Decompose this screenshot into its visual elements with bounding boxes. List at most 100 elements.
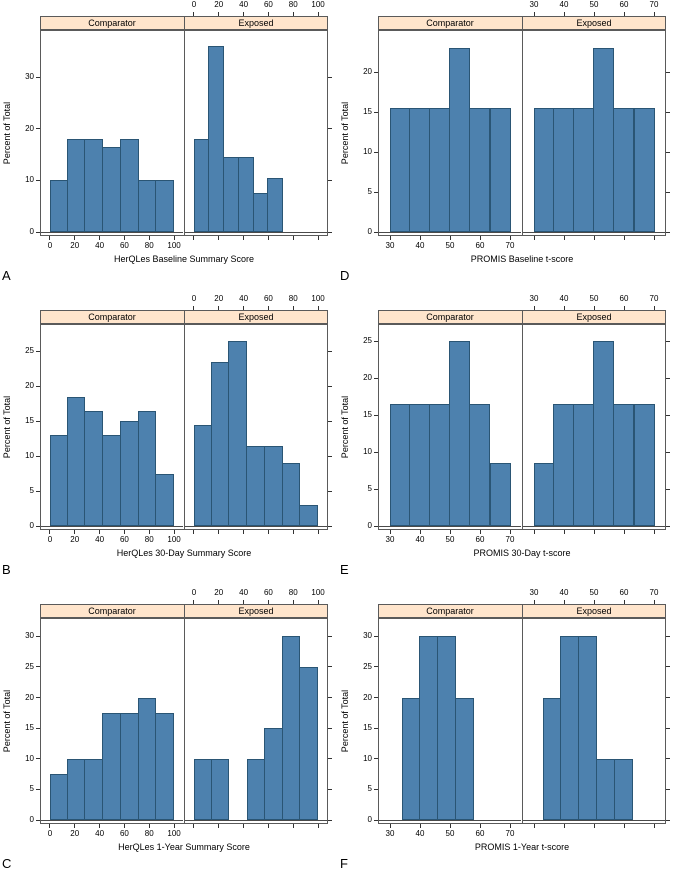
x-axis-bottom-tick-label: 80 bbox=[144, 241, 154, 250]
y-axis-right-tick bbox=[328, 76, 332, 78]
panel-b: 0 20 40 60 80 100 Comparator Exposed 0 5 10 15 20 25 0… bbox=[0, 294, 338, 588]
x-axis-top-tick-label: 60 bbox=[619, 294, 629, 303]
x-axis-top-tick-label: 50 bbox=[589, 294, 599, 303]
y-axis-tick bbox=[36, 179, 40, 181]
x-axis-bottom-tick bbox=[193, 236, 195, 240]
x-axis-bottom-tick-label: 0 bbox=[47, 535, 53, 544]
x-axis-top-tick-label: 70 bbox=[649, 294, 659, 303]
y-axis-title: Percent of Total bbox=[340, 689, 350, 753]
x-axis-bottom-tick-label: 50 bbox=[445, 535, 455, 544]
y-axis-right-tick bbox=[666, 231, 670, 233]
histogram-bar bbox=[578, 636, 597, 820]
x-axis-bottom-tick-label: 40 bbox=[415, 535, 425, 544]
x-axis-bottom-tick bbox=[99, 236, 101, 240]
y-axis-tick-label: 0 bbox=[29, 227, 34, 236]
x-axis-bottom-tick bbox=[267, 236, 269, 240]
x-axis-top-tick-label: 30 bbox=[529, 588, 539, 597]
y-axis-tick-label: 10 bbox=[363, 147, 372, 156]
strip-label-comparator: Comparator bbox=[426, 606, 474, 616]
x-axis-bottom-tick-label: 20 bbox=[70, 829, 80, 838]
y-axis-tick bbox=[374, 377, 378, 379]
x-axis-top-tick-label: 40 bbox=[239, 588, 249, 597]
strip-label-exposed: Exposed bbox=[238, 18, 274, 28]
y-axis-tick-label: 10 bbox=[25, 175, 34, 185]
y-axis-tick bbox=[374, 151, 378, 153]
y-axis-tick bbox=[36, 490, 40, 492]
panel-f: 30 40 50 60 70 Comparator Exposed 0 5 10 15 20 25 30 3… bbox=[338, 588, 676, 883]
panel-letter: C bbox=[2, 856, 12, 871]
strip-label-exposed: Exposed bbox=[576, 312, 612, 322]
histogram-bar bbox=[409, 108, 431, 232]
y-axis-tick bbox=[374, 635, 378, 637]
histogram-baseline bbox=[185, 526, 327, 527]
histogram-bar bbox=[119, 139, 139, 232]
y-axis-tick-label: 15 bbox=[363, 107, 372, 116]
x-axis-bottom-tick bbox=[317, 530, 319, 534]
x-axis-bottom-tick-label: 100 bbox=[167, 535, 181, 544]
y-axis-right-tick bbox=[666, 697, 670, 698]
y-axis-tick bbox=[374, 414, 378, 416]
x-axis-bottom-tick bbox=[193, 530, 195, 534]
histogram-baseline bbox=[379, 526, 521, 527]
y-axis-tick-label: 0 bbox=[29, 521, 34, 530]
x-axis-bottom-tick-label: 60 bbox=[119, 241, 129, 250]
y-axis-tick bbox=[36, 76, 40, 78]
histogram-baseline bbox=[523, 526, 665, 527]
x-axis-title: HerQLes 30-Day Summary Score bbox=[116, 548, 252, 558]
histogram-baseline bbox=[523, 820, 665, 821]
y-axis-tick bbox=[374, 231, 378, 233]
x-axis-bottom-tick bbox=[389, 824, 391, 828]
x-axis-top-tick-label: 40 bbox=[239, 0, 249, 9]
histogram-baseline bbox=[379, 820, 521, 821]
y-axis-tick-label: 20 bbox=[25, 692, 34, 702]
x-axis-top-tick-label: 20 bbox=[214, 294, 224, 303]
x-axis-top-tick-label: 80 bbox=[288, 0, 298, 9]
x-axis-top-tick bbox=[317, 306, 319, 310]
x-axis-bottom-tick-label: 40 bbox=[95, 241, 105, 250]
y-axis-tick bbox=[36, 727, 40, 729]
strip-label-comparator: Comparator bbox=[426, 18, 474, 28]
x-axis-bottom-tick bbox=[593, 236, 595, 240]
histogram-baseline bbox=[185, 820, 327, 821]
x-axis-top-tick bbox=[623, 306, 625, 310]
y-axis-right-tick bbox=[666, 377, 670, 379]
y-axis-right-tick bbox=[328, 490, 332, 492]
x-axis-bottom-tick-label: 60 bbox=[475, 535, 485, 544]
histogram-bar bbox=[66, 758, 86, 820]
histogram-bar bbox=[469, 108, 491, 232]
histogram-bar bbox=[119, 712, 139, 820]
x-axis-bottom-tick bbox=[74, 530, 76, 534]
y-axis-tick bbox=[374, 758, 378, 760]
x-axis-bottom-tick-label: 20 bbox=[70, 241, 80, 250]
panel-a: 0 20 40 60 80 100 Comparator Exposed 0 10 20 30 0 20 4… bbox=[0, 0, 338, 294]
x-axis-bottom-tick bbox=[449, 824, 451, 828]
histogram-bar bbox=[137, 697, 157, 820]
x-axis-title: PROMIS Baseline t-score bbox=[470, 254, 574, 264]
histogram-bar bbox=[573, 108, 595, 232]
x-axis-bottom-tick-label: 50 bbox=[445, 829, 455, 838]
panel-letter: D bbox=[340, 268, 350, 283]
x-axis-bottom-tick-label: 60 bbox=[119, 535, 129, 544]
y-axis-right-tick bbox=[666, 414, 670, 416]
histogram-bar bbox=[299, 505, 319, 526]
y-axis-tick-label: 0 bbox=[367, 815, 372, 824]
y-axis-right-tick bbox=[328, 420, 332, 422]
histogram-bar bbox=[102, 712, 121, 820]
y-axis-right-tick bbox=[328, 788, 332, 790]
x-axis-bottom-tick bbox=[653, 824, 655, 828]
x-axis-top-tick bbox=[267, 600, 269, 604]
histogram-bar bbox=[402, 697, 420, 820]
x-axis-top-tick-label: 100 bbox=[311, 588, 325, 597]
x-axis-bottom-tick bbox=[563, 236, 565, 240]
histogram-bar bbox=[553, 403, 575, 526]
x-axis-top-tick bbox=[193, 12, 195, 16]
x-axis-bottom-tick bbox=[623, 236, 625, 240]
histogram-bar bbox=[573, 403, 595, 526]
histogram-bar bbox=[84, 758, 104, 820]
x-axis-bottom-tick bbox=[267, 530, 269, 534]
x-axis-top-tick-label: 40 bbox=[239, 294, 249, 303]
y-axis-tick bbox=[374, 340, 378, 342]
histogram-bar bbox=[596, 758, 615, 820]
y-axis-title: Percent of Total bbox=[2, 689, 12, 753]
histogram-bar bbox=[246, 445, 265, 526]
